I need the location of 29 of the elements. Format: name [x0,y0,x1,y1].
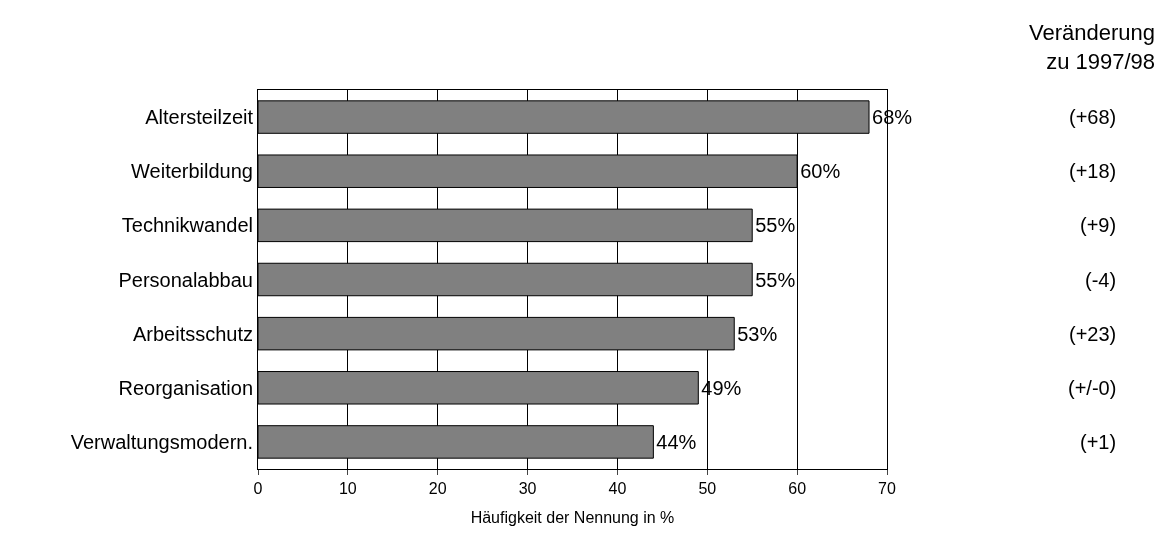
data-label: 53% [737,322,778,345]
y-tick-label: Weiterbildung [131,160,253,183]
y-tick-label: Arbeitsschutz [132,322,253,345]
y-tick-label: Reorganisation [118,376,253,399]
text: (+18) [1069,160,1117,182]
x-axis-title: Häufigkeit der Nennung in % [470,508,675,526]
text: (+9) [1080,214,1117,236]
text: (-4) [1085,269,1117,291]
y-tick-label: Personalabbau [118,268,253,291]
text: (+23) [1069,323,1117,345]
x-tick-label: 30 [518,480,537,498]
y-tick-label: Altersteilzeit [145,106,254,129]
data-label: 44% [656,430,697,453]
text: (+/-0) [1068,377,1117,399]
x-tick-label: 50 [698,480,717,498]
y-tick-label: Verwaltungsmodern. [70,430,253,453]
x-tick-label: 10 [338,480,357,498]
text: (+68) [1069,106,1117,128]
data-label: 60% [800,160,841,183]
data-label: 55% [755,214,796,237]
x-tick-label: 0 [253,480,263,498]
text: Veränderung zu 1997/98 [1029,20,1155,74]
x-tick-label: 20 [428,480,447,498]
y-tick-label: Technikwandel [121,214,253,237]
x-tick-label: 40 [608,480,627,498]
data-label: 55% [755,268,796,291]
x-tick-label: 70 [878,480,896,498]
text: (+1) [1080,431,1117,453]
x-tick-label: 60 [788,480,807,498]
